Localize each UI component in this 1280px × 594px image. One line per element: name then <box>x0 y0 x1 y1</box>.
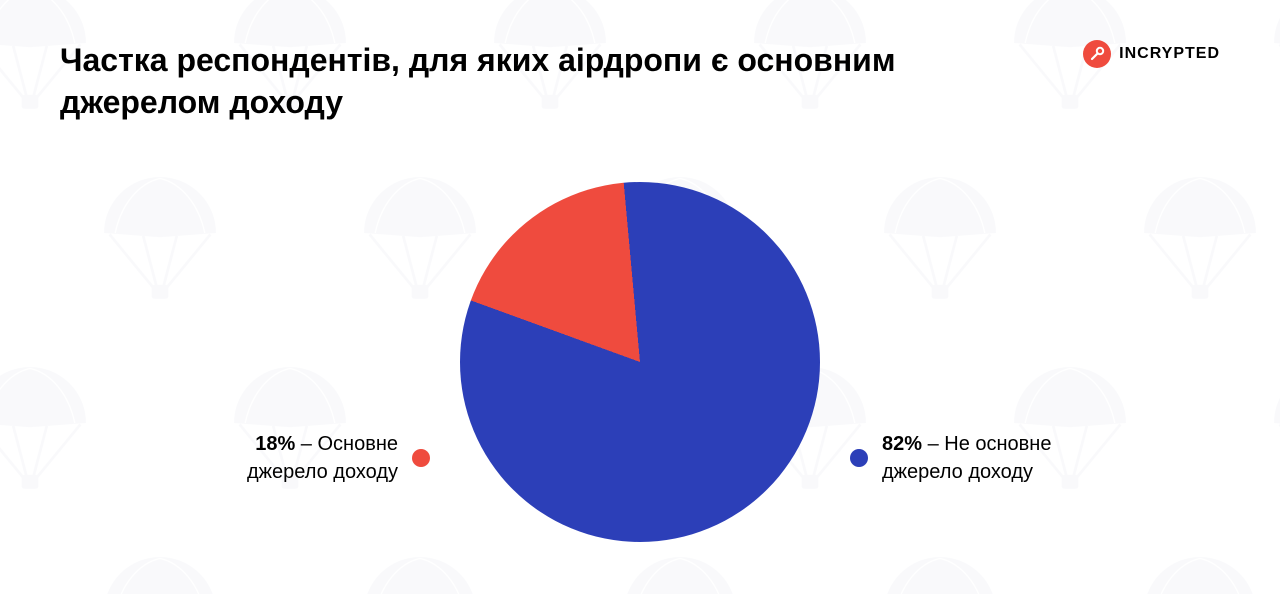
legend-text-notmain: 82% – Не основне джерело доходу <box>882 430 1110 486</box>
brand-name: INCRYPTED <box>1119 45 1220 63</box>
pie-chart-area: 18% – Основне джерело доходу 82% – Не ос… <box>0 150 1280 574</box>
legend-dot-notmain <box>850 449 868 467</box>
legend-percent-notmain: 82% <box>882 433 922 455</box>
pie-chart <box>460 182 820 542</box>
legend-item-notmain: 82% – Не основне джерело доходу <box>850 430 1110 486</box>
legend-percent-main: 18% <box>255 433 295 455</box>
legend-dot-main <box>412 449 430 467</box>
chart-container: Частка респондентів, для яких аірдропи є… <box>0 0 1280 594</box>
header: Частка респондентів, для яких аірдропи є… <box>60 40 1220 123</box>
brand-icon <box>1083 40 1111 68</box>
legend-item-main: 18% – Основне джерело доходу <box>170 430 430 486</box>
brand-logo: INCRYPTED <box>1083 40 1220 68</box>
legend-text-main: 18% – Основне джерело доходу <box>170 430 398 486</box>
chart-title: Частка респондентів, для яких аірдропи є… <box>60 40 940 123</box>
pie-wrap <box>460 182 820 542</box>
